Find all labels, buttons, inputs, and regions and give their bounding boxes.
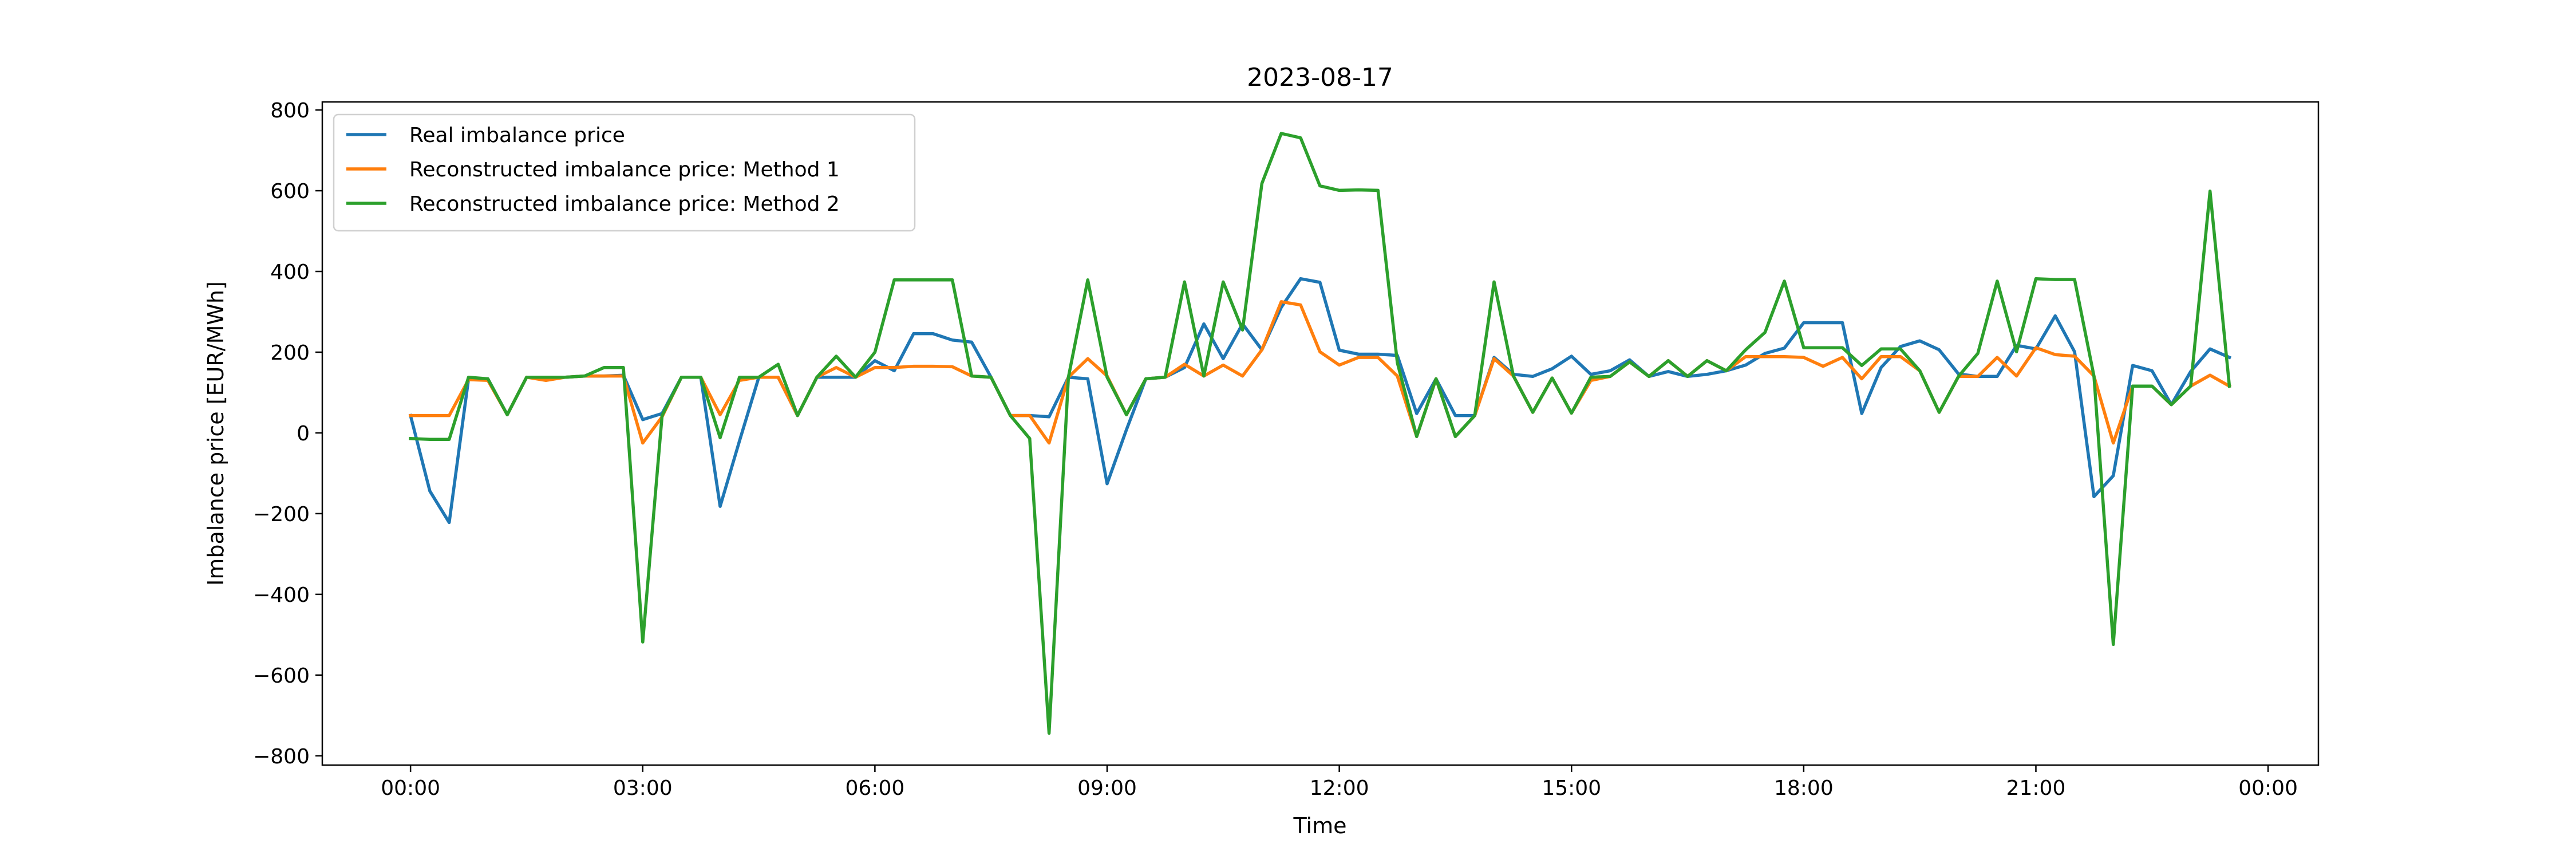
x-tick-label: 09:00 bbox=[1077, 777, 1137, 800]
x-tick-label: 00:00 bbox=[2238, 777, 2298, 800]
series-line-1 bbox=[408, 277, 2232, 525]
legend-label-2: Reconstructed imbalance price: Method 1 bbox=[409, 158, 840, 182]
legend-box bbox=[333, 113, 916, 232]
y-tick-label: 0 bbox=[297, 422, 310, 446]
y-tick-label: 600 bbox=[270, 180, 310, 203]
x-axis-label: Time bbox=[1293, 813, 1347, 838]
x-tick-label: 06:00 bbox=[846, 777, 905, 800]
legend: Real imbalance price Reconstructed imbala… bbox=[333, 113, 916, 232]
x-tick-label: 12:00 bbox=[1310, 777, 1369, 800]
x-tick-label: 00:00 bbox=[381, 777, 440, 800]
y-axis-label: Imbalance price [EUR/MWh] bbox=[203, 281, 228, 586]
chart-title: 2023-08-17 bbox=[1247, 63, 1393, 92]
plot-lines bbox=[408, 132, 2232, 735]
legend-label-3: Reconstructed imbalance price: Method 2 bbox=[409, 192, 840, 216]
y-tick-label: −600 bbox=[253, 664, 310, 688]
y-tick-label: −800 bbox=[253, 745, 310, 769]
legend-label-1: Real imbalance price bbox=[409, 124, 625, 147]
x-tick-label: 03:00 bbox=[613, 777, 673, 800]
y-tick-label: 400 bbox=[270, 261, 310, 284]
series-line-3 bbox=[409, 132, 2231, 735]
y-axis: 800 600 400 200 0 −200 −400 −600 −800 bbox=[253, 99, 322, 769]
y-tick-label: −400 bbox=[253, 584, 310, 607]
x-tick-label: 15:00 bbox=[1542, 777, 1601, 800]
y-tick-label: 200 bbox=[270, 341, 310, 365]
x-axis: 00:00 03:00 06:00 09:00 12:00 15:00 18:00 21:00… bbox=[381, 765, 2298, 800]
x-tick-label: 18:00 bbox=[1774, 777, 1834, 800]
y-tick-label: 800 bbox=[270, 99, 310, 123]
y-tick-label: −200 bbox=[253, 503, 310, 526]
x-tick-label: 21:00 bbox=[2006, 777, 2066, 800]
